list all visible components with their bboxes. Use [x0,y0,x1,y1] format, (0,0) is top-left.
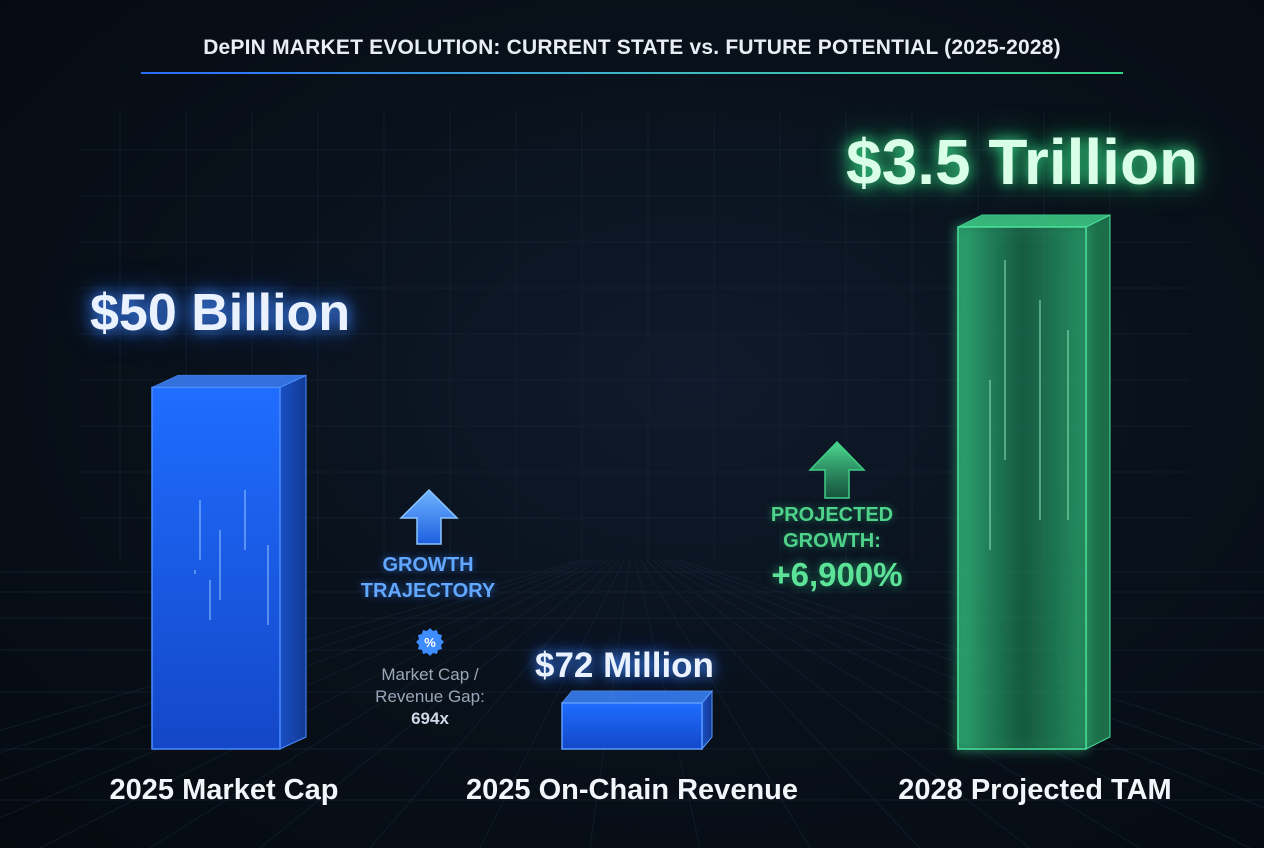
gap-value: 694x [411,709,449,728]
category-label-revenue: 2025 On-Chain Revenue [466,774,798,806]
bar-top-face [957,214,1111,228]
projected-growth-label: PROJECTED GROWTH: [752,502,912,554]
growth-trajectory-line-1: GROWTH [382,554,474,576]
percent-badge-icon: % [416,628,444,656]
bar-top-face [151,374,307,388]
gap-label-line-1: Market Cap / [381,665,479,684]
bar-front-face [561,702,703,750]
projected-growth-arrow-icon [808,440,866,499]
projected-line-1: PROJECTED [770,504,894,526]
bar-2 [957,214,1111,750]
projected-line-2: GROWTH: [783,530,881,552]
bar-1 [560,689,714,751]
growth-trajectory-line-2: TRAJECTORY [360,580,496,602]
grid-line [0,559,581,732]
growth-arrow-icon [399,488,459,545]
bar-top-face [560,690,714,704]
gap-label-line-2: Revenue Gap: [375,687,485,706]
category-label-market-cap: 2025 Market Cap [109,774,339,806]
grid-line [679,559,1264,748]
bar-value-label-market-cap: $50 Billion [90,284,351,342]
grid-line [0,559,587,754]
bar-0 [151,374,307,750]
projected-growth-value: +6,900% [771,556,903,593]
growth-trajectory-label: GROWTH TRAJECTORY [336,552,520,604]
gap-annotation: Market Cap / Revenue Gap: 694x [356,664,504,730]
bar-value-label-tam: $3.5 Trillion [846,126,1199,198]
title-underline [141,72,1123,74]
bar-value-label-revenue: $72 Million [535,646,714,685]
chart-title: DePIN MARKET EVOLUTION: CURRENT STATE vs… [203,36,1061,59]
bar-side-face [279,374,307,750]
svg-text:%: % [424,635,436,650]
bar-side-face [1085,214,1111,750]
category-label-tam: 2028 Projected TAM [898,774,1172,806]
bar-front-face [151,386,281,750]
bar-front-face [957,226,1087,750]
